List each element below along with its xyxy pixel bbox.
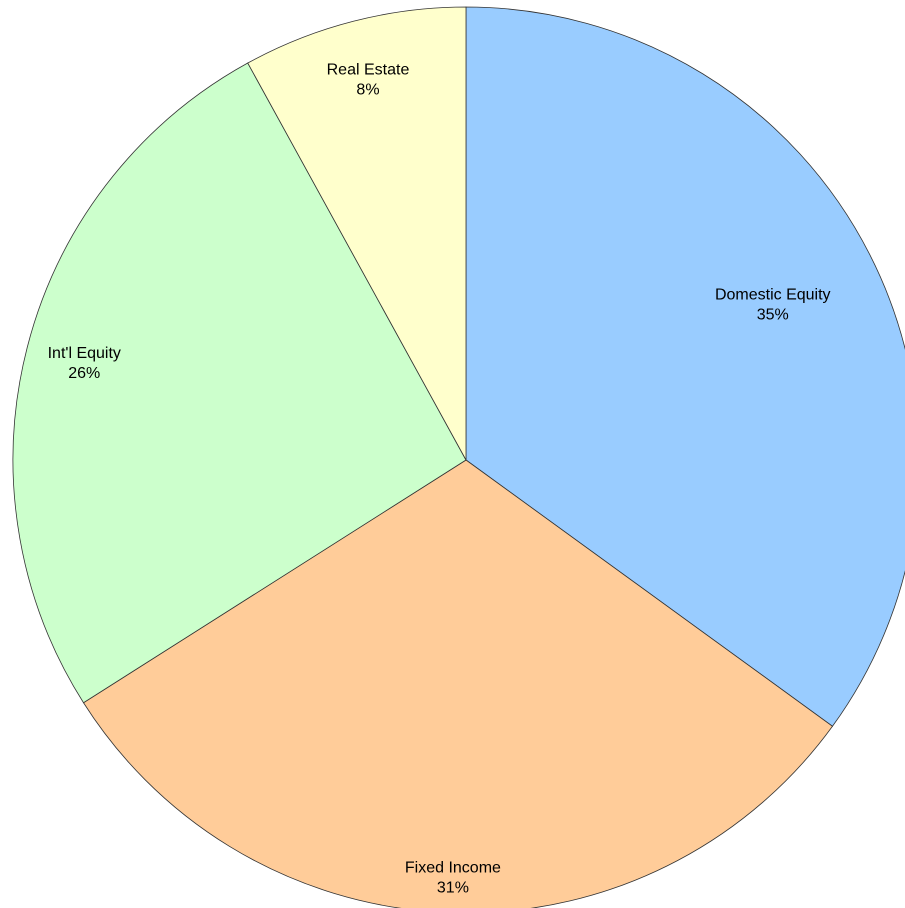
slices-layer: [12, 6, 905, 908]
slice-percent-label: 8%: [356, 81, 379, 98]
slice-label-domestic-equity: Domestic Equity 35%: [715, 287, 831, 324]
slice-label-fixed-income: Fixed Income 31%: [405, 860, 501, 897]
slice-real-estate: [247, 6, 467, 461]
slice-percent-label: 26%: [68, 365, 100, 382]
slice-percent-label: 31%: [437, 880, 469, 897]
slice-name-label: Fixed Income: [405, 860, 501, 877]
labels-layer: Domestic Equity 35% Fixed Income 31% Int'l E…: [48, 61, 831, 896]
slice-name-label: Domestic Equity: [715, 287, 831, 304]
slice-domestic-equity: [465, 6, 905, 727]
slice-name-label: Int'l Equity: [48, 345, 121, 362]
slice-name-label: Real Estate: [327, 61, 410, 78]
slice-label-real-estate: Real Estate 8%: [327, 61, 410, 98]
slice-label-int-l-equity: Int'l Equity 26%: [48, 345, 121, 382]
slice-fixed-income: [82, 459, 834, 908]
slice-int-l-equity: [12, 62, 467, 704]
slice-percent-label: 35%: [757, 307, 789, 324]
